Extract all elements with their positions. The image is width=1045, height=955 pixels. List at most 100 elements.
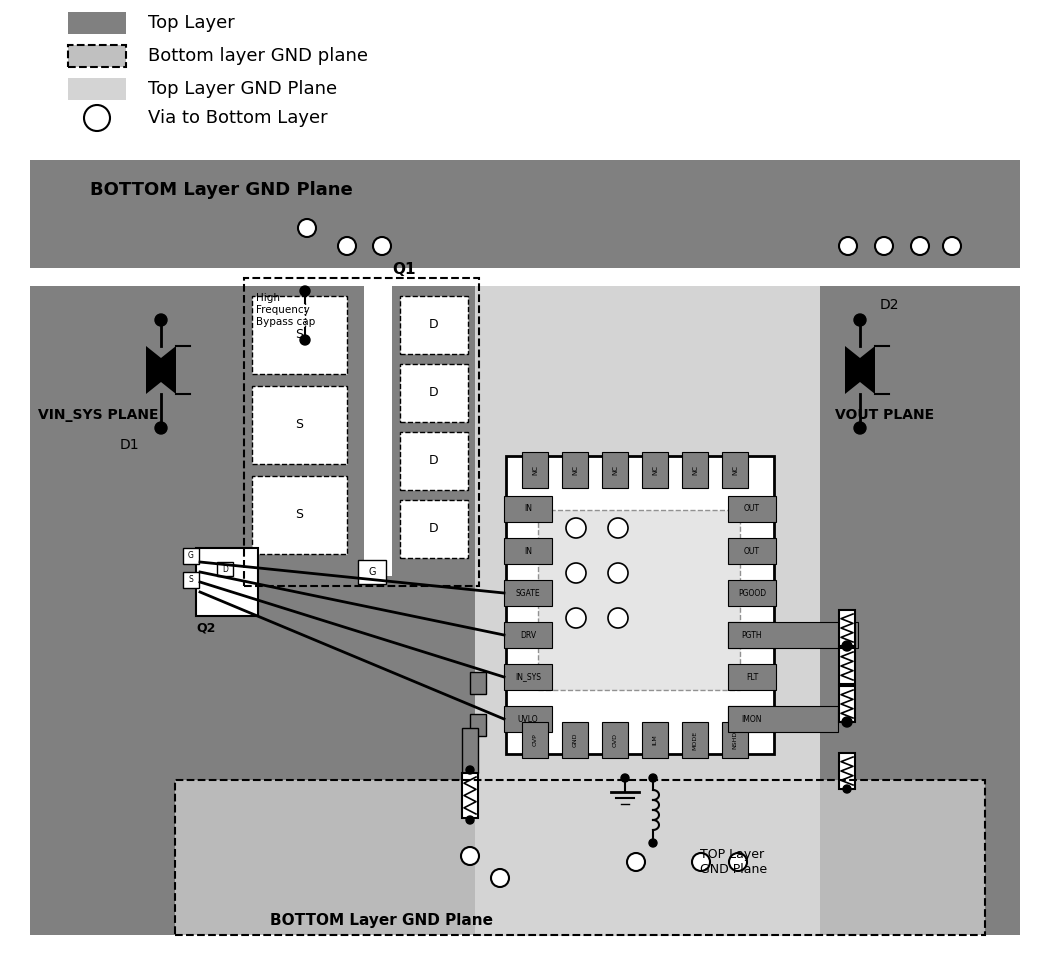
Bar xyxy=(390,286,475,576)
Circle shape xyxy=(854,422,866,434)
Text: PGOOD: PGOOD xyxy=(738,588,766,598)
Bar xyxy=(682,722,709,758)
Text: NC: NC xyxy=(652,465,658,475)
Bar xyxy=(504,664,552,690)
Bar xyxy=(252,296,347,374)
Text: MODE: MODE xyxy=(693,731,697,750)
Polygon shape xyxy=(146,346,176,394)
Text: BOTTOM Layer GND Plane: BOTTOM Layer GND Plane xyxy=(270,912,493,927)
Bar xyxy=(728,706,838,732)
Bar xyxy=(30,268,1020,286)
Circle shape xyxy=(649,774,657,782)
Bar xyxy=(504,706,552,732)
Bar xyxy=(252,386,347,464)
Text: SGATE: SGATE xyxy=(515,588,540,598)
Bar xyxy=(217,562,233,576)
Text: NC: NC xyxy=(532,465,538,475)
Bar xyxy=(820,286,1020,531)
Bar xyxy=(196,548,258,616)
Text: OVP: OVP xyxy=(533,733,537,747)
Text: S: S xyxy=(295,508,303,521)
Circle shape xyxy=(943,237,961,255)
Bar xyxy=(538,510,740,690)
Bar xyxy=(175,780,985,935)
Circle shape xyxy=(842,717,852,727)
Text: D: D xyxy=(429,455,439,468)
Text: GND: GND xyxy=(573,732,578,747)
Text: S: S xyxy=(189,576,193,584)
Bar xyxy=(504,496,552,522)
Bar xyxy=(839,648,855,684)
Bar xyxy=(243,278,479,586)
Circle shape xyxy=(298,219,316,237)
Text: NSHD: NSHD xyxy=(733,731,738,749)
Bar xyxy=(68,45,126,67)
Text: PGTH: PGTH xyxy=(742,630,762,640)
Bar xyxy=(400,296,468,354)
Bar xyxy=(252,476,347,554)
Bar xyxy=(30,160,1020,935)
Text: IN_SYS: IN_SYS xyxy=(515,672,541,682)
Circle shape xyxy=(338,237,356,255)
Text: G: G xyxy=(368,567,376,577)
Bar xyxy=(728,580,776,606)
Text: Q2: Q2 xyxy=(196,622,215,634)
Circle shape xyxy=(566,608,586,628)
Bar xyxy=(183,548,199,564)
Polygon shape xyxy=(146,346,176,394)
Circle shape xyxy=(729,853,747,871)
Bar xyxy=(728,622,858,648)
Text: Q1: Q1 xyxy=(392,263,416,278)
Text: VOUT PLANE: VOUT PLANE xyxy=(835,408,934,422)
Text: S: S xyxy=(295,418,303,432)
Text: UVLO: UVLO xyxy=(517,714,538,724)
Bar xyxy=(504,538,552,564)
Bar xyxy=(175,780,985,935)
Text: D2: D2 xyxy=(880,298,900,312)
Text: D: D xyxy=(429,387,439,399)
Circle shape xyxy=(692,853,710,871)
Text: TOP Layer
GND Plane: TOP Layer GND Plane xyxy=(700,848,767,876)
Circle shape xyxy=(608,518,628,538)
Bar xyxy=(68,12,126,34)
Text: FLT: FLT xyxy=(746,672,758,682)
Text: ILM: ILM xyxy=(652,734,657,745)
Text: IN: IN xyxy=(524,546,532,556)
Text: BOTTOM Layer GND Plane: BOTTOM Layer GND Plane xyxy=(90,181,353,199)
Circle shape xyxy=(300,286,310,296)
Circle shape xyxy=(839,237,857,255)
Circle shape xyxy=(843,785,851,793)
Bar xyxy=(562,722,588,758)
Circle shape xyxy=(875,237,893,255)
Bar xyxy=(728,496,776,522)
Circle shape xyxy=(84,105,110,131)
Bar xyxy=(504,622,552,648)
Bar xyxy=(462,728,478,773)
Text: S: S xyxy=(295,329,303,342)
Bar xyxy=(470,672,486,694)
Bar xyxy=(504,580,552,606)
Bar xyxy=(400,500,468,558)
Text: D: D xyxy=(222,564,228,574)
Circle shape xyxy=(842,641,852,651)
Circle shape xyxy=(466,816,474,824)
Text: Top Layer: Top Layer xyxy=(148,14,235,32)
Bar xyxy=(839,753,855,789)
Bar xyxy=(602,722,628,758)
Bar xyxy=(462,773,478,818)
Text: D1: D1 xyxy=(120,438,140,452)
Text: Bottom layer GND plane: Bottom layer GND plane xyxy=(148,47,368,65)
Text: NC: NC xyxy=(612,465,618,475)
Bar xyxy=(642,722,668,758)
Bar xyxy=(522,452,548,488)
Circle shape xyxy=(491,869,509,887)
Text: D: D xyxy=(429,522,439,536)
Circle shape xyxy=(155,422,167,434)
Bar xyxy=(183,572,199,588)
Bar xyxy=(400,432,468,490)
Bar xyxy=(243,286,364,576)
Text: VIN_SYS PLANE: VIN_SYS PLANE xyxy=(38,408,159,422)
Bar xyxy=(602,452,628,488)
Text: DRV: DRV xyxy=(520,630,536,640)
Text: IN: IN xyxy=(524,504,532,514)
